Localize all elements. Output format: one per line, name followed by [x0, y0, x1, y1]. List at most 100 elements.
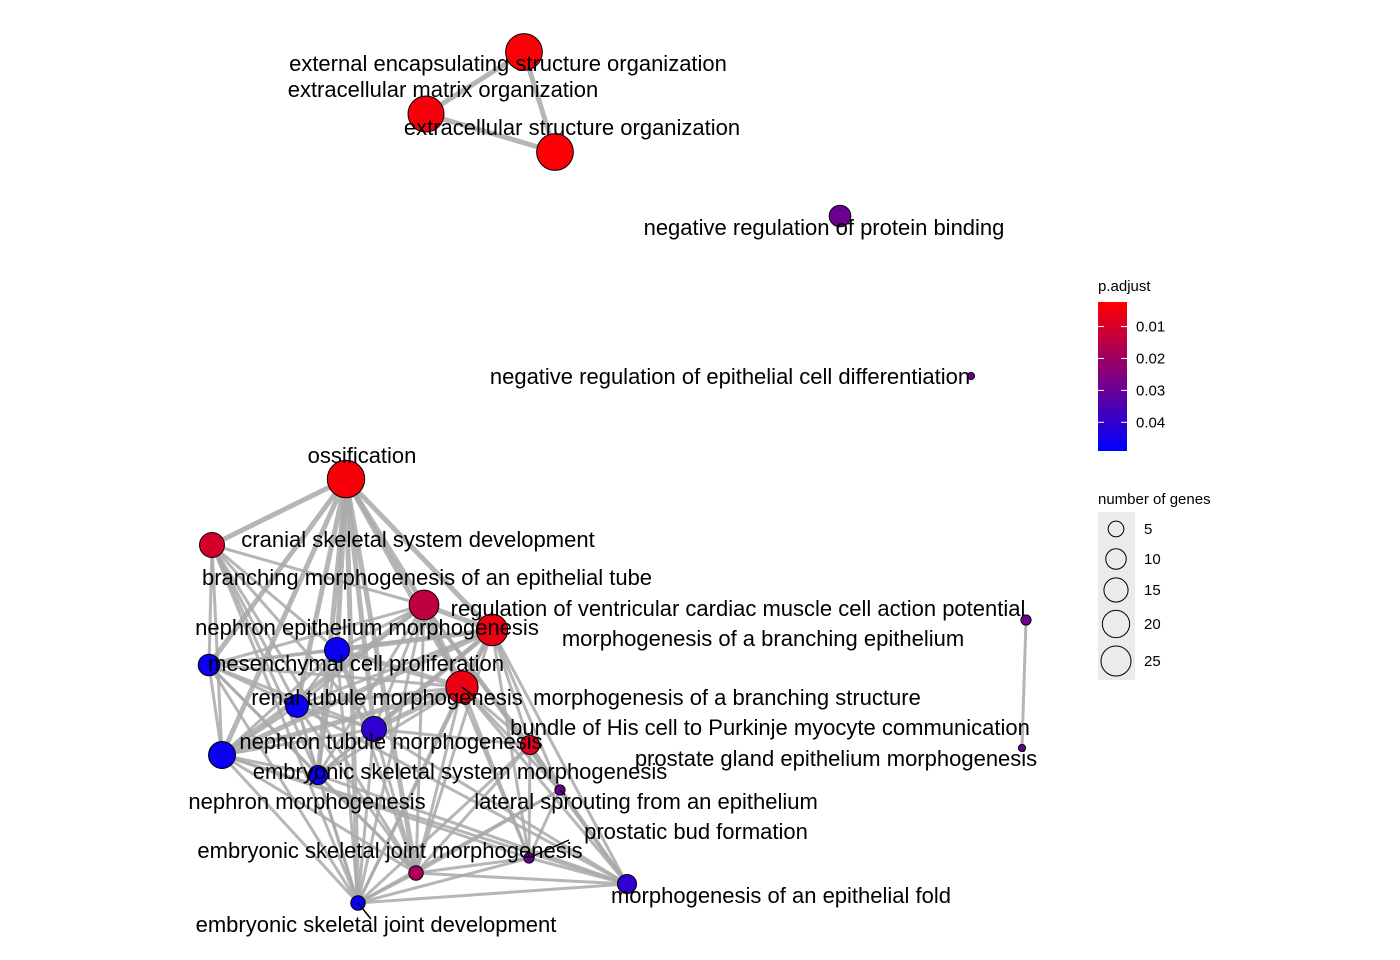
p-adjust-legend: p.adjust 0.01 0.02 0.03 0.04: [1098, 278, 1165, 451]
node-label-n3: extracellular structure organization: [404, 115, 740, 140]
edge-n17-n24: [356, 743, 532, 905]
node-label-n1: external encapsulating structure organiz…: [289, 51, 727, 76]
network-labels: external encapsulating structure organiz…: [188, 51, 1037, 937]
edge-n19-n24: [220, 753, 360, 905]
edge-n11-n19: [220, 627, 494, 758]
node-label-n7: cranial skeletal system development: [241, 527, 594, 552]
edge-n19-n22: [221, 753, 417, 875]
node-label-n8: branching morphogenesis of an epithelial…: [202, 565, 652, 590]
gene-count-legend-circle: [1107, 520, 1125, 538]
edge-n11-n23: [490, 629, 629, 885]
edge-n22-n24: [357, 871, 417, 905]
edge-n12-n13: [208, 663, 463, 689]
leader-line-n18: [309, 774, 319, 786]
gene-count-legend-label: 25: [1144, 653, 1161, 670]
gene-count-legend-label: 5: [1144, 521, 1152, 538]
node-label-n9: regulation of ventricular cardiac muscle…: [451, 596, 1026, 621]
network-nodes: [197, 33, 1032, 911]
edge-n6-n12: [206, 477, 349, 667]
node-n11: [475, 613, 509, 647]
node-label-n12: mesenchymal cell proliferation: [208, 651, 504, 676]
edge-n6-n11: [344, 477, 494, 632]
edge-n8-n18: [316, 604, 426, 776]
edge-n14-n16: [296, 704, 375, 731]
gene-count-legend: number of genes 5 10 15 20 25: [1098, 491, 1211, 680]
edge-n20-n21: [527, 789, 562, 859]
gene-count-legend-label: 15: [1144, 582, 1161, 599]
leader-line-n21: [528, 839, 570, 859]
node-n7: [199, 532, 225, 558]
gene-count-legend-label: 20: [1144, 616, 1161, 633]
edge-n14-n19: [221, 704, 298, 757]
edge-n14-n23: [296, 704, 628, 886]
edge-n8-n22: [414, 604, 426, 874]
edge-n6-n7: [210, 476, 348, 548]
node-label-n10: nephron epithelium morphogenesis: [195, 615, 539, 640]
node-label-n11: morphogenesis of a branching epithelium: [562, 626, 964, 651]
edge-n11-n12: [208, 628, 493, 667]
node-n14: [285, 694, 309, 718]
edge-n21-n22: [415, 856, 530, 875]
edge-n10-n19: [220, 648, 339, 757]
edge-n12-n19: [207, 664, 224, 756]
edge-n11-n17: [490, 629, 532, 746]
edge-n12-n24: [207, 664, 360, 904]
edge-n16-n17: [373, 727, 531, 747]
p-adjust-tick-label: 0.02: [1136, 350, 1165, 367]
edge-n13-n14: [296, 685, 463, 708]
edge-n20-n23: [558, 789, 629, 885]
p-adjust-tick-label: 0.04: [1136, 414, 1165, 431]
node-n22: [408, 865, 424, 881]
edge-n16-n19: [221, 727, 375, 757]
node-label-n2: extracellular matrix organization: [288, 77, 599, 102]
edge-n7-n18: [210, 544, 320, 776]
edge-n7-n22: [210, 544, 418, 874]
node-label-n22: embryonic skeletal joint morphogenesis: [197, 838, 582, 863]
edge-n17-n22: [414, 744, 532, 874]
node-label-n18: embryonic skeletal system morphogenesis: [253, 759, 668, 784]
gene-count-legend-circle: [1105, 548, 1127, 570]
node-label-n15: bundle of His cell to Purkinje myocyte c…: [510, 715, 1030, 740]
edge-n10-n22: [335, 649, 418, 874]
node-n2: [407, 95, 445, 133]
p-adjust-colorbar: [1098, 302, 1127, 451]
node-label-n4: negative regulation of protein binding: [644, 215, 1005, 240]
edge-n7-n10: [211, 543, 338, 652]
node-n16: [361, 716, 387, 742]
node-n6: [326, 459, 366, 499]
edge-n8-n24: [356, 604, 426, 904]
node-n5: [966, 371, 976, 381]
edge-n10-n13: [336, 647, 463, 690]
p-adjust-legend-title: p.adjust: [1098, 278, 1151, 295]
edge-n1-n2: [424, 49, 526, 117]
node-n4: [828, 204, 852, 228]
edge-n13-n23: [460, 686, 629, 885]
edge-n11-n22: [414, 629, 494, 874]
node-label-n16: nephron tubule morphogenesis: [239, 729, 542, 754]
edge-n22-n23: [415, 871, 628, 886]
gene-count-legend-circle: [1100, 645, 1132, 677]
edge-n7-n14: [210, 544, 299, 707]
edge-n13-n24: [356, 686, 464, 904]
node-label-n14: renal tubule morphogenesis: [251, 685, 523, 710]
edge-n13-n21: [460, 686, 531, 859]
edge-n18-n24: [316, 774, 360, 904]
node-label-n6: ossification: [308, 443, 417, 468]
gene-count-legend-title: number of genes: [1098, 491, 1211, 508]
edge-n21-n24: [357, 856, 530, 905]
p-adjust-tick-label: 0.03: [1136, 382, 1165, 399]
edge-n7-n8: [211, 543, 425, 607]
gene-count-legend-circle: [1101, 609, 1131, 639]
leader-line-n24: [357, 902, 372, 920]
edge-n23-n24: [357, 882, 628, 905]
node-label-n21: prostatic bud formation: [584, 819, 808, 844]
edge-n11-n20: [490, 629, 562, 791]
edge-n8-n10: [336, 603, 425, 652]
edge-n8-n19: [220, 602, 426, 758]
edge-n17-n21: [527, 744, 532, 859]
node-label-n23: morphogenesis of an epithelial fold: [611, 883, 951, 908]
node-n10: [324, 637, 350, 663]
edge-n9-n15: [1020, 619, 1028, 749]
leader-line-n20: [559, 789, 566, 796]
